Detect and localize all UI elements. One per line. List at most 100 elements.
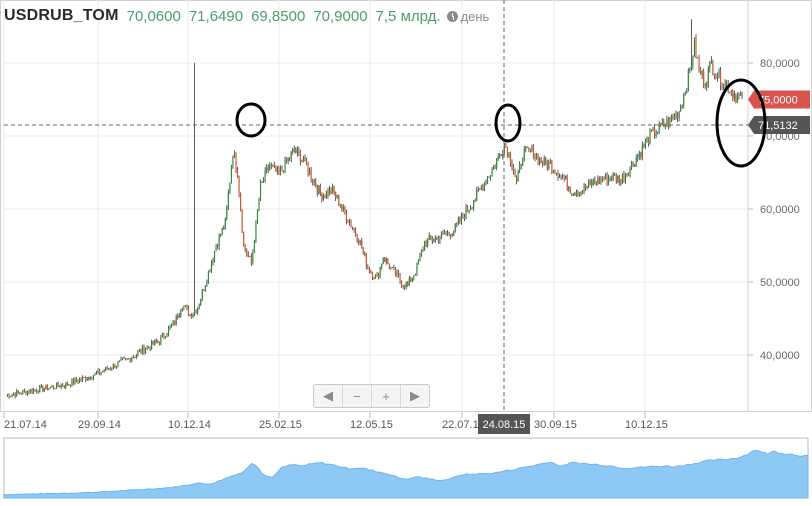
candle-body [259, 182, 262, 200]
candle-body [330, 188, 332, 194]
grid [0, 0, 812, 418]
candle-body [715, 76, 717, 78]
candle-body [180, 311, 182, 316]
candle-body [408, 278, 410, 285]
candle-body [399, 275, 401, 282]
candle-body [581, 191, 584, 193]
candle-body [66, 382, 68, 386]
candle-body [125, 358, 127, 360]
candle-body [526, 146, 528, 148]
candle-body [667, 119, 669, 128]
candle-body [272, 164, 274, 166]
candle-body [589, 180, 591, 183]
zoom-controls: ◀ − + ▶ [313, 384, 430, 408]
candle-body [618, 175, 620, 185]
x-tick-label: 25.02.15 [259, 419, 302, 431]
candle-body [359, 240, 361, 243]
candle-body [263, 180, 265, 182]
candle-body [281, 169, 283, 172]
candle-body [657, 131, 659, 134]
candle-body [74, 378, 76, 384]
crosshair-date-label: 24.08.15 [483, 419, 526, 431]
candle-body [19, 392, 21, 394]
scroll-left-button[interactable]: ◀ [314, 385, 343, 407]
candle-body [391, 267, 393, 269]
candle-body [266, 167, 268, 171]
candle-body [637, 156, 639, 158]
candle-body [267, 167, 269, 170]
candle-body [48, 388, 50, 390]
candle-body [454, 223, 456, 233]
candle-body [236, 170, 239, 178]
plot-frame [0, 0, 812, 412]
candle-body [546, 162, 548, 169]
candle-body [88, 376, 90, 380]
candle-body [419, 254, 421, 262]
x-tick-label: 21.07.14 [4, 419, 47, 431]
candle-body [658, 123, 660, 132]
candle-body [338, 195, 340, 206]
candle-body [243, 232, 245, 245]
candle-body [545, 157, 547, 163]
candle-body [270, 164, 272, 166]
candle-body [470, 207, 472, 211]
candle-body [209, 271, 211, 273]
candle-body [339, 205, 341, 207]
x-tick-label: 22.07.15 [442, 419, 485, 431]
candle-body [319, 185, 321, 195]
clock-icon[interactable] [446, 10, 458, 22]
candle-body [210, 262, 213, 272]
candle-body [102, 371, 104, 373]
candle-body [167, 327, 170, 335]
candle-body [40, 385, 42, 387]
candle-body [663, 121, 665, 127]
candle-body [175, 315, 177, 325]
candle-body [534, 156, 536, 159]
candle-body [284, 158, 286, 173]
candle-body [189, 314, 191, 316]
candle-body [661, 121, 663, 126]
symbol-label: USDRUB_TOM [4, 7, 119, 24]
period-label[interactable]: день [460, 8, 490, 24]
candle-body [112, 364, 114, 369]
scroll-right-button[interactable]: ▶ [410, 388, 420, 403]
zoom-out-button[interactable]: − [343, 385, 372, 407]
candle-body [562, 174, 564, 176]
candle-body [187, 307, 190, 316]
candle-body [477, 189, 479, 191]
candle-body [341, 206, 343, 209]
candle-body [489, 175, 492, 177]
candle-body [54, 388, 56, 390]
candle-body [433, 240, 435, 242]
candle-body [431, 238, 433, 242]
candle-body [606, 173, 608, 183]
candle-body [56, 382, 58, 389]
candle-body [404, 285, 406, 288]
candle-body [301, 159, 303, 163]
candle-body [8, 394, 10, 398]
candle-body [402, 285, 404, 287]
candle-body [57, 382, 59, 387]
candle-body [683, 93, 685, 106]
candle-body [192, 313, 194, 318]
candle-body [148, 347, 150, 349]
candle-body [309, 170, 311, 174]
candle-body [641, 144, 643, 157]
candle-body [46, 384, 48, 390]
candle-body [218, 235, 220, 248]
candle-body [117, 361, 119, 367]
candle-body [434, 237, 436, 241]
candle-body [11, 394, 13, 397]
candle-body [14, 393, 16, 397]
candle-body [733, 94, 735, 99]
candle-body [109, 368, 111, 370]
candle-body [342, 206, 344, 209]
x-tick-label: 12.05.15 [350, 419, 393, 431]
candle-body [221, 228, 223, 236]
zoom-in-button[interactable]: + [372, 385, 401, 407]
candle-body [520, 164, 522, 166]
candle-body [350, 221, 352, 228]
candle-body [289, 157, 291, 159]
navigator[interactable] [3, 437, 809, 499]
